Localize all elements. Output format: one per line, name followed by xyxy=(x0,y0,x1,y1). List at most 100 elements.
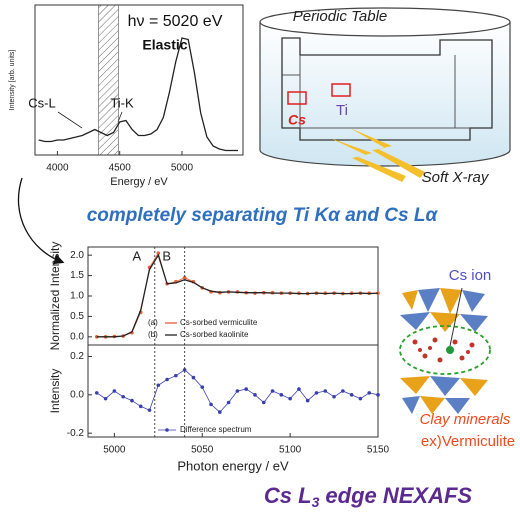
data-point xyxy=(323,389,328,393)
y-tick-label: 2.0 xyxy=(70,250,84,261)
data-point xyxy=(297,387,301,391)
layer-shape xyxy=(462,290,485,312)
data-point xyxy=(244,387,248,391)
layer-shape xyxy=(430,376,460,396)
legend-label: Cs-sorbed kaolinite xyxy=(180,330,249,339)
x-tick-label: 5100 xyxy=(279,445,302,456)
y-tick-label: 0.2 xyxy=(70,351,84,362)
mineral-example: ex)Vermiculite xyxy=(421,433,515,450)
layer-shape xyxy=(400,376,430,394)
layer-shape xyxy=(460,314,488,332)
x-tick-label: 5000 xyxy=(171,163,194,174)
data-point xyxy=(209,402,213,407)
data-point xyxy=(112,389,117,393)
data-point xyxy=(305,398,310,403)
data-point xyxy=(156,383,161,388)
annotation: hν = 5020 eV xyxy=(128,13,223,30)
legend-label: Difference spectrum xyxy=(180,425,252,434)
data-point xyxy=(314,391,319,395)
data-point xyxy=(279,393,284,397)
ion-label: Cs ion xyxy=(449,267,492,284)
layer-shape xyxy=(445,398,470,414)
series-line xyxy=(96,253,379,338)
data-point xyxy=(349,393,354,397)
data-point xyxy=(121,394,125,399)
layer-shape xyxy=(440,288,462,314)
data-point xyxy=(261,400,266,405)
data-point xyxy=(138,404,143,409)
ti-box xyxy=(331,83,351,97)
title-subscript: 3 xyxy=(312,494,320,510)
layer-shape xyxy=(460,378,488,396)
periodic-table-title: Periodic Table xyxy=(293,8,388,25)
annotation: Ti-K xyxy=(110,95,134,110)
data-point xyxy=(332,394,336,399)
x-tick-label: 5050 xyxy=(191,445,214,456)
x-tick-label: 4000 xyxy=(46,163,69,174)
x-ray-bolt xyxy=(350,128,425,178)
data-point xyxy=(235,389,240,393)
y-tick-label: 0.0 xyxy=(70,331,84,342)
data-point xyxy=(253,393,257,397)
y-tick-label: 0.0 xyxy=(70,389,84,400)
legend-tag: (a) xyxy=(148,318,158,327)
cylinder-top xyxy=(259,7,511,37)
periodic-table-diagram: Periodic Table Cs Ti Soft X-ray xyxy=(259,7,511,186)
data-point xyxy=(94,391,99,395)
reference-label: B xyxy=(162,248,171,263)
data-point xyxy=(191,375,196,380)
layer-shape xyxy=(418,288,440,312)
y-axis-label: Intensity [arb. units] xyxy=(9,50,16,111)
layer-shape xyxy=(402,396,420,414)
cs-ion xyxy=(446,346,454,354)
annotation: Cs-L xyxy=(28,95,55,110)
y-axis-label: Intensity xyxy=(48,369,62,414)
data-point xyxy=(270,389,275,393)
bottom-title: Cs L3 edge NEXAFS xyxy=(264,483,473,510)
y-tick-label: 1.0 xyxy=(70,291,84,302)
pointer xyxy=(449,287,463,347)
legend-marker xyxy=(165,428,169,432)
annotation: Elastic xyxy=(142,37,187,53)
plot-frame xyxy=(34,4,244,156)
y-axis-label: Normalized Intensity xyxy=(48,242,62,351)
data-point xyxy=(165,377,169,382)
data-point xyxy=(367,391,372,395)
leader-line xyxy=(57,111,83,129)
data-point xyxy=(182,368,187,372)
reference-label: A xyxy=(132,248,141,263)
data-point xyxy=(200,385,205,389)
legend-tag: (b) xyxy=(148,330,158,339)
data-point xyxy=(103,396,108,401)
y-tick-label: -0.2 xyxy=(67,428,85,439)
clay-structure: Cs ion Clay minerals ex)Vermiculite xyxy=(399,267,515,450)
x-tick-label: 5150 xyxy=(367,445,390,456)
data-point xyxy=(182,275,187,280)
data-point xyxy=(147,408,152,412)
x-ray-bolt xyxy=(330,138,406,182)
flow-arrow xyxy=(17,177,65,265)
layer-shape xyxy=(400,312,430,330)
data-point xyxy=(358,396,363,401)
x-axis-label: Energy / eV xyxy=(110,176,168,188)
x-tick-label: 5000 xyxy=(103,445,126,456)
data-point xyxy=(156,251,161,255)
x-tick-label: 4500 xyxy=(109,163,132,174)
layer-shape xyxy=(402,290,418,310)
data-point xyxy=(94,335,99,339)
legend-label: Cs-sorbed vermiculite xyxy=(180,318,258,327)
headline: completely separating Ti Kα and Cs Lα xyxy=(87,205,439,226)
water-molecules xyxy=(412,337,475,363)
layer-shape xyxy=(420,396,445,414)
layer-shape xyxy=(430,312,460,332)
data-point xyxy=(226,400,231,405)
data-point xyxy=(288,396,292,401)
element-label: Ti xyxy=(336,102,348,119)
interlayer-ring xyxy=(399,325,491,375)
plot-frame xyxy=(87,344,379,438)
mineral-label: Clay minerals xyxy=(420,411,511,428)
data-point xyxy=(130,398,134,403)
x-axis-label: Photon energy / eV xyxy=(177,458,289,473)
